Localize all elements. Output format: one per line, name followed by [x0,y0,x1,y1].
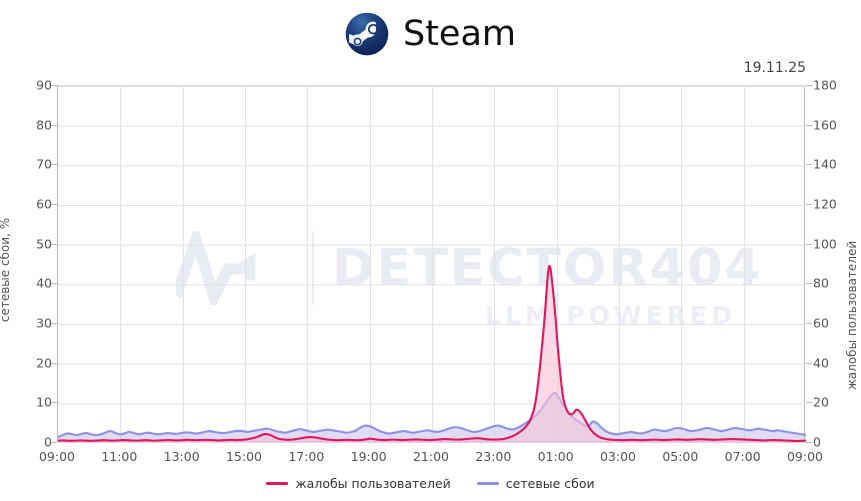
legend-swatch-network [476,481,499,485]
chart-area: сетевые сбои, % жалобы пользователей 0 10… [0,70,861,470]
legend-item-network[interactable]: сетевые сбои [476,475,595,491]
y-axis-left-tick-label: 50 [36,236,52,252]
y-axis-left-tick-mark [51,164,57,166]
y-axis-right-tick-mark [806,442,812,443]
date-label: 19.11.25 [743,60,806,76]
y-axis-right-tick-mark [806,243,812,245]
y-axis-right-tick-label: 60 [813,315,829,331]
chart-legend: жалобы пользователей сетевые сбои [0,470,861,496]
y-axis-right-tick-mark [806,204,812,205]
y-axis-left-tick-mark [51,243,57,245]
series-area-network [58,392,806,443]
y-axis-left-tick-mark [51,442,57,443]
x-axis-tick-label: 17:00 [288,449,325,464]
y-axis-left-tick-label: 30 [36,315,52,331]
y-axis-right-tick-label: 180 [813,77,837,93]
x-axis-tick-label: 05:00 [662,449,699,464]
y-axis-left-tick-mark [51,283,57,285]
legend-item-complaints[interactable]: жалобы пользователей [266,475,451,491]
x-axis-tick-label: 03:00 [599,449,637,464]
y-axis-left-tick-mark [51,402,57,404]
page-title: Steam [402,13,516,54]
x-axis-tick-label: 09:00 [786,449,824,464]
legend-label-complaints: жалобы пользователей [295,475,451,491]
y-axis-right-tick-label: 140 [813,156,837,172]
y-axis-right-tick-label: 20 [813,394,829,410]
y-axis-left-title: сетевые сбои, % [0,218,12,323]
plot-region: DETECTOR404 LLM POWERED [57,85,806,443]
y-axis-right-tick-label: 0 [813,434,821,450]
series-line-complaints [58,264,806,443]
y-axis-right-tick-mark [806,164,812,166]
y-axis-right-tick-label: 80 [813,275,829,291]
y-axis-left-tick-mark [51,85,57,86]
y-axis-right-tick-mark [806,124,812,126]
y-axis-left-tick-mark [51,362,57,364]
legend-swatch-complaints [266,481,289,485]
y-axis-right-tick-mark [806,323,812,324]
chart-series-canvas [58,86,806,443]
legend-label-network: сетевые сбои [505,475,595,491]
y-axis-left-tick-mark [51,204,57,205]
y-axis-left-tick-label: 90 [36,77,52,93]
page-header: Steam [0,4,861,64]
y-axis-left-tick-mark [51,323,57,324]
y-axis-left-tick-label: 10 [36,394,52,410]
y-axis-right-tick-mark [806,85,812,86]
x-axis-tick-label: 13:00 [163,449,200,464]
steam-logo-icon [345,12,389,56]
y-axis-left-tick-label: 0 [44,434,52,450]
y-axis-right-tick-label: 40 [813,355,829,371]
y-axis-left-tick-label: 70 [36,156,52,172]
y-axis-right-title: жалобы пользователей [845,240,859,390]
y-axis-right-tick-mark [806,402,812,404]
y-axis-right-tick-mark [806,362,812,364]
x-axis-tick-label: 23:00 [475,449,512,464]
x-axis-tick-label: 15:00 [225,449,263,464]
y-axis-right-tick-label: 160 [813,117,837,133]
y-axis-left-tick-label: 20 [36,355,52,371]
x-axis-tick-label: 07:00 [724,449,761,464]
y-axis-left-tick-mark [51,124,57,126]
y-axis-left-tick-label: 80 [36,117,52,133]
x-axis-tick-label: 09:00 [38,449,76,464]
x-axis-tick-label: 01:00 [537,449,574,464]
y-axis-left-tick-label: 60 [36,196,52,212]
series-line-network [58,391,806,439]
y-axis-right-tick-label: 100 [813,236,837,252]
x-axis-tick-label: 19:00 [350,449,387,464]
x-axis-tick-label: 11:00 [101,449,138,464]
y-axis-right-tick-mark [806,283,812,285]
x-axis-tick-label: 21:00 [412,449,450,464]
y-axis-left-tick-label: 40 [36,275,52,291]
y-axis-right-tick-label: 120 [813,196,837,212]
